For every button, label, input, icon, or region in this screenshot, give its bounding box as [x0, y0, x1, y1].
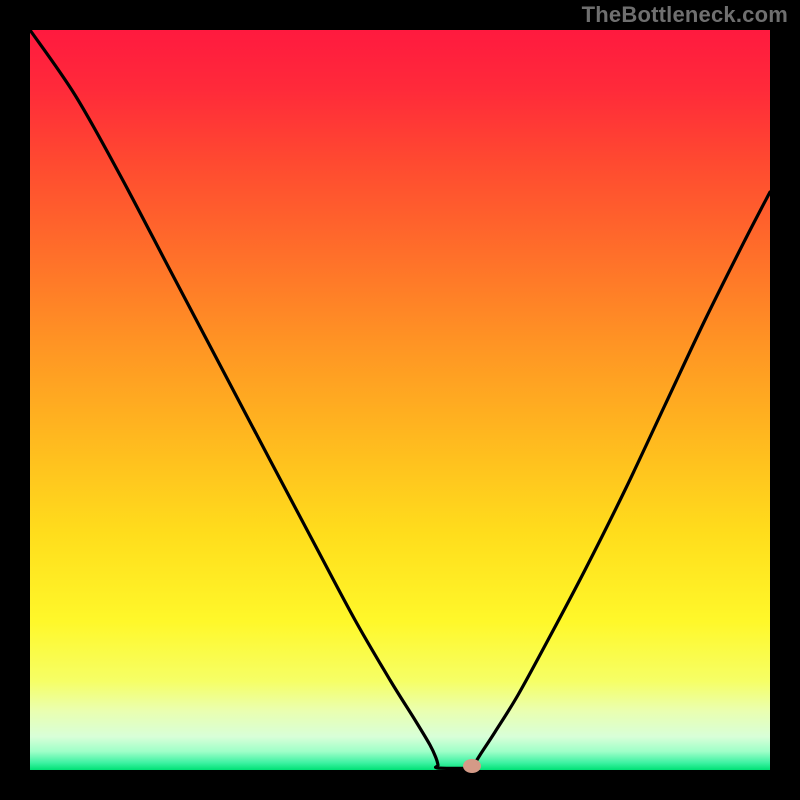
chart-container: { "attribution": { "text": "TheBottlenec… — [0, 0, 800, 800]
optimal-point-marker — [463, 759, 481, 773]
attribution-label: TheBottleneck.com — [582, 2, 788, 28]
bottleneck-chart — [0, 0, 800, 800]
plot-background — [30, 30, 770, 770]
